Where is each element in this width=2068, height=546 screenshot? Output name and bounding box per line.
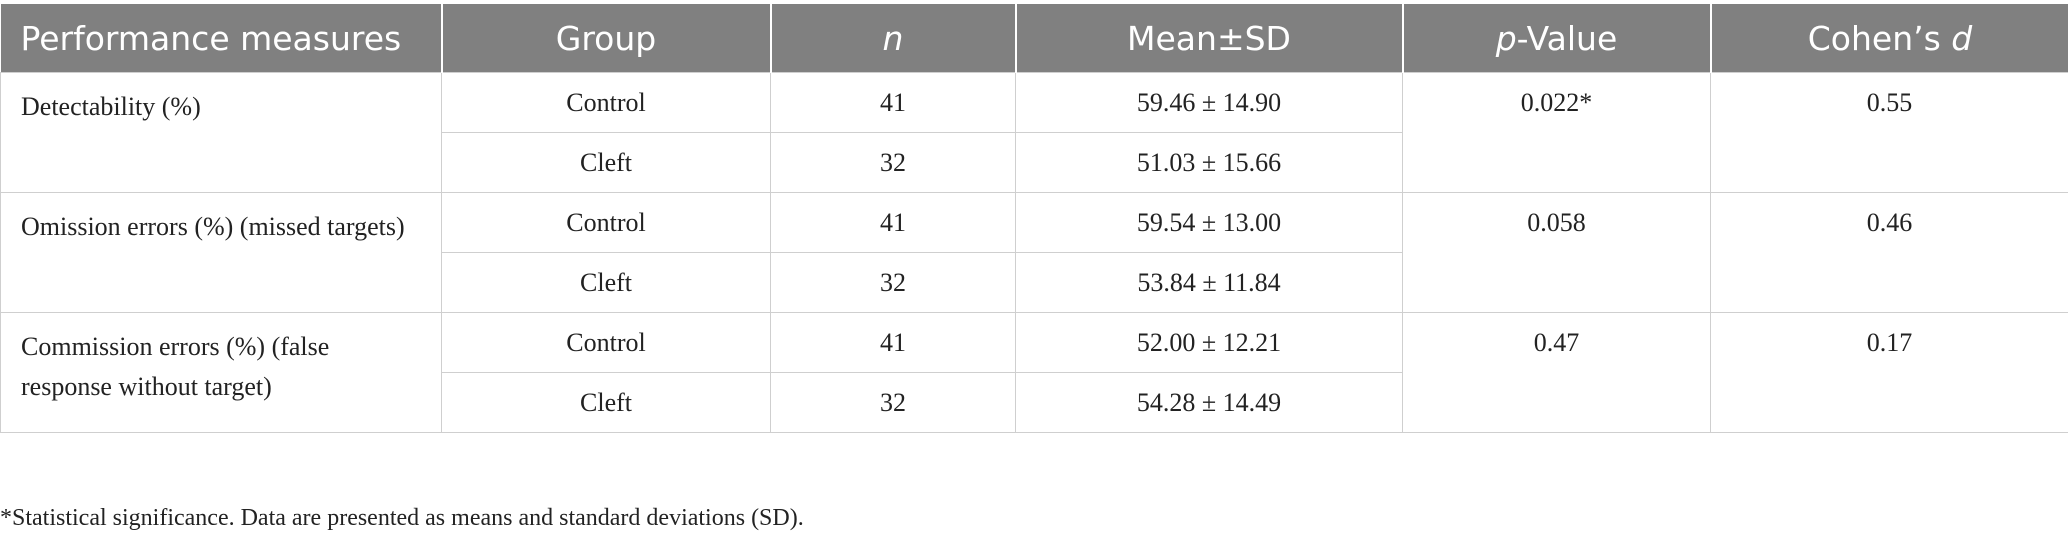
n-cell: 41: [770, 72, 1016, 133]
n-cell: 32: [770, 372, 1016, 433]
table-row: Omission errors (%) (missed targets) Con…: [0, 192, 2068, 313]
table-row: Detectability (%) Control 41 59.46 ± 14.…: [0, 72, 2068, 193]
header-cohens-prefix: Cohen’s: [1807, 18, 1952, 58]
header-performance-measures: Performance measures: [0, 4, 442, 73]
measure-cell: Omission errors (%) (missed targets): [0, 192, 442, 313]
mean-sd-cell: 52.00 ± 12.21: [1015, 312, 1403, 373]
measure-cell: Detectability (%): [0, 72, 442, 193]
mean-sd-cell: 59.54 ± 13.00: [1015, 192, 1403, 253]
mean-sd-cell: 51.03 ± 15.66: [1015, 132, 1403, 193]
group-cell: Cleft: [441, 372, 771, 433]
header-p-value: p-Value: [1401, 4, 1711, 73]
header-group: Group: [440, 4, 771, 73]
group-cell: Control: [441, 312, 771, 373]
performance-table: Performance measures Group n Mean±SD p-V…: [0, 4, 2068, 433]
n-cell: 41: [770, 312, 1016, 373]
mean-sd-cell: 53.84 ± 11.84: [1015, 252, 1403, 313]
header-d-letter: d: [1951, 18, 1973, 58]
p-value-cell: 0.47: [1402, 312, 1711, 433]
cohens-d-cell: 0.17: [1710, 312, 2068, 433]
n-cell: 32: [770, 252, 1016, 313]
header-mean-sd: Mean±SD: [1014, 4, 1403, 73]
p-value-cell: 0.058: [1402, 192, 1711, 313]
group-cell: Control: [441, 192, 771, 253]
table-footnote: *Statistical significance. Data are pres…: [0, 505, 804, 531]
cohens-d-cell: 0.46: [1710, 192, 2068, 313]
header-p-suffix: -Value: [1516, 18, 1618, 58]
mean-sd-cell: 59.46 ± 14.90: [1015, 72, 1403, 133]
p-value-cell: 0.022*: [1402, 72, 1711, 193]
header-p-letter: p: [1495, 18, 1517, 58]
n-cell: 41: [770, 192, 1016, 253]
table-row: Commission errors (%) (false response wi…: [0, 312, 2068, 433]
table-row: Cleft 32 54.28 ± 14.49: [1, 372, 2068, 433]
group-cell: Control: [441, 72, 771, 133]
header-n: n: [769, 4, 1016, 73]
n-cell: 32: [770, 132, 1016, 193]
group-cell: Cleft: [441, 252, 771, 313]
group-cell: Cleft: [441, 132, 771, 193]
measure-cell: Commission errors (%) (false response wi…: [0, 312, 442, 433]
cohens-d-cell: 0.55: [1710, 72, 2068, 193]
header-row: Performance measures Group n Mean±SD p-V…: [0, 4, 2068, 73]
header-cohens-d: Cohen’s d: [1709, 4, 2068, 73]
table-row: Cleft 32 51.03 ± 15.66: [1, 132, 2068, 193]
mean-sd-cell: 54.28 ± 14.49: [1015, 372, 1403, 433]
